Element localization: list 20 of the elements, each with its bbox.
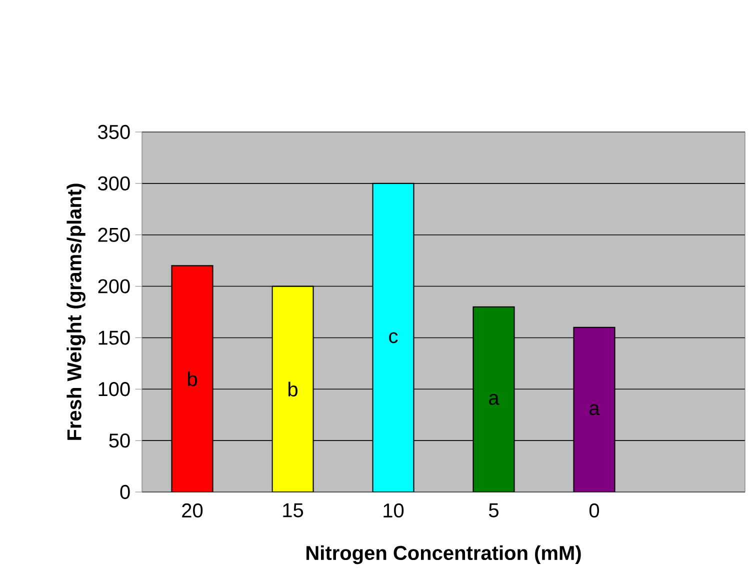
annotation: b: [188, 372, 197, 386]
y-tick-label: 50: [109, 433, 130, 448]
x-tick-label: 0: [589, 503, 600, 518]
x-tick-label: 5: [488, 503, 498, 518]
y-axis-title: Fresh Weight (grams/plant): [66, 184, 86, 440]
y-tick-label: 250: [98, 228, 130, 242]
x-tick-label: 20: [182, 503, 203, 518]
annotation: b: [288, 382, 298, 396]
y-tick-label: 200: [98, 279, 130, 294]
annotation: a: [489, 394, 500, 405]
annotation: c: [389, 332, 398, 344]
annotation: a: [590, 404, 600, 416]
y-tick-label: 350: [98, 124, 130, 140]
y-tick-label: 150: [98, 330, 130, 345]
x-tick-label: 10: [384, 503, 404, 518]
x-axis-title: Nitrogen Concentration (mM): [306, 545, 581, 564]
y-tick-label: 100: [98, 382, 130, 396]
x-tick-label: 15: [283, 503, 304, 518]
y-tick-label: 0: [120, 484, 130, 500]
y-tick-label: 300: [98, 176, 130, 190]
